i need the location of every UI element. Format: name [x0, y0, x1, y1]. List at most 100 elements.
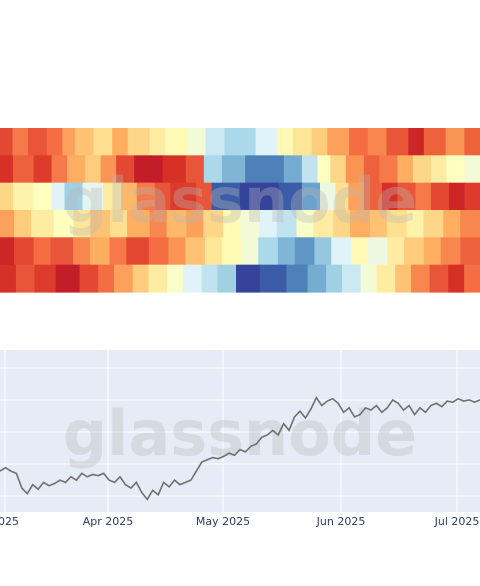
heatmap-cell-r1-c8 — [134, 155, 164, 184]
heatmap-cell-r5-c19 — [360, 264, 378, 293]
heatmap-cell-r1-c14 — [283, 155, 303, 184]
heatmap-cell-r2-c25 — [464, 182, 480, 211]
heatmap-cell-r0-c3 — [46, 128, 63, 156]
heatmap-cell-r3-c16 — [296, 210, 315, 238]
heatmap-cell-r2-c10 — [170, 182, 197, 211]
heatmap-cell-r1-c11 — [203, 155, 223, 184]
heatmap-cell-r3-c9 — [166, 210, 187, 238]
x-tick-label-4: Jul 2025 — [434, 515, 480, 528]
heatmap-cell-r2-c17 — [335, 182, 349, 211]
heatmap-cell-r0-c1 — [12, 128, 29, 156]
heatmap-cell-r5-c22 — [411, 264, 431, 293]
heatmap-cell-r5-c18 — [342, 264, 362, 293]
x-tick-label-0: 2025 — [0, 515, 19, 528]
heatmap-cell-r1-c25 — [464, 155, 480, 184]
heatmap-cell-r4-c22 — [404, 237, 425, 266]
heatmap-cell-r4-c20 — [367, 237, 388, 266]
heatmap-cell-r1-c3 — [51, 155, 68, 184]
heatmap-cell-r5-c5 — [98, 264, 115, 293]
heatmap-cell-r3-c7 — [127, 210, 151, 238]
heatmap-cell-r4-c3 — [50, 237, 74, 266]
heatmap-cell-r5-c16 — [307, 264, 327, 293]
heatmap-cell-r0-c11 — [187, 128, 207, 156]
heatmap-cell-r2-c14 — [278, 182, 303, 211]
heatmap-cell-r3-c2 — [31, 210, 55, 238]
heatmap-cell-r1-c1 — [12, 155, 35, 184]
heatmap-cell-r0-c13 — [224, 128, 257, 156]
heatmap-cell-r0-c19 — [349, 128, 369, 156]
heatmap-cell-r4-c14 — [258, 237, 279, 266]
heatmap-cell-r5-c25 — [464, 264, 480, 293]
heatmap-cell-r5-c21 — [395, 264, 412, 293]
heatmap-cell-r4-c10 — [185, 237, 206, 266]
heatmap-cell-r3-c23 — [423, 210, 444, 238]
heatmap-cell-r5-c20 — [376, 264, 396, 293]
gridlines — [0, 350, 480, 512]
heatmap-cell-r1-c4 — [67, 155, 86, 184]
heatmap-cell-r3-c14 — [259, 210, 278, 238]
heatmap-cell-r1-c22 — [412, 155, 432, 184]
x-tick-label-3: Jun 2025 — [316, 515, 366, 528]
heatmap-cell-r2-c4 — [64, 182, 84, 211]
heatmap-cell-r3-c21 — [386, 210, 408, 238]
heatmap-cell-r5-c0 — [0, 264, 17, 293]
heatmap-cell-r5-c8 — [148, 264, 168, 293]
heatmap-cell-r3-c15 — [276, 210, 298, 238]
heatmap-cell-r3-c25 — [460, 210, 480, 238]
heatmap-cell-r1-c17 — [330, 155, 347, 184]
heatmap-cell-r2-c21 — [397, 182, 417, 211]
heatmap-cell-r5-c17 — [326, 264, 343, 293]
heatmap-cell-r1-c20 — [379, 155, 399, 184]
heatmap-cell-r3-c10 — [186, 210, 204, 238]
heatmap-cell-r4-c17 — [314, 237, 332, 266]
heatmap-cell-r5-c12 — [217, 264, 237, 293]
heatmap-cell-r0-c0 — [0, 128, 14, 156]
heatmap-cell-r3-c1 — [14, 210, 32, 238]
x-axis-ticks: 2025 Apr 2025 May 2025 Jun 2025 Jul 2025 — [0, 515, 479, 528]
heatmap-cell-r3-c6 — [110, 210, 128, 238]
heatmap-cell-r5-c3 — [55, 264, 81, 293]
heatmap-cell-r0-c21 — [386, 128, 409, 156]
heatmap-cell-r3-c17 — [313, 210, 334, 238]
heatmap-cell-r3-c22 — [406, 210, 425, 238]
heatmap-cell-r3-c12 — [223, 210, 241, 238]
heatmap-cell-r2-c18 — [348, 182, 365, 211]
heatmap-cell-r3-c0 — [0, 210, 15, 238]
heatmap-cell-r3-c20 — [369, 210, 388, 238]
heatmap-cell-r1-c2 — [33, 155, 53, 184]
heatmap-cell-r4-c9 — [168, 237, 186, 266]
heatmap-cell-r4-c18 — [331, 237, 352, 266]
heatmap-cell-r3-c13 — [240, 210, 261, 238]
heatmap-cell-r4-c12 — [221, 237, 242, 266]
heatmap-cell-r2-c16 — [320, 182, 337, 211]
heatmap-cell-r0-c16 — [292, 128, 313, 156]
heatmap-cell-r1-c9 — [162, 155, 187, 184]
heatmap-cell-r4-c16 — [294, 237, 315, 266]
heatmap-cell-r0-c4 — [62, 128, 76, 156]
heatmap-cell-r2-c15 — [301, 182, 321, 211]
heatmap-cell-r0-c5 — [74, 128, 95, 156]
heatmap-cell-r5-c11 — [201, 264, 219, 293]
heatmap-cell-r2-c1 — [12, 182, 35, 211]
heatmap-cell-r5-c1 — [15, 264, 36, 293]
heatmap-cell-r2-c11 — [196, 182, 213, 211]
heatmap-cell-r0-c6 — [93, 128, 113, 156]
heatmap-cell-r2-c9 — [154, 182, 171, 211]
heatmap-cell-r2-c20 — [381, 182, 399, 211]
heatmap-cell-r5-c4 — [79, 264, 99, 293]
heatmap-cell-r1-c16 — [317, 155, 331, 184]
heatmap-cell-r2-c2 — [33, 182, 53, 211]
heatmap-cell-r4-c23 — [423, 237, 442, 266]
heatmap-cell-r0-c10 — [165, 128, 188, 156]
heatmap-cell-r4-c1 — [14, 237, 35, 266]
heatmap-cell-r2-c13 — [240, 182, 280, 211]
heatmap-cell-r0-c24 — [445, 128, 466, 156]
heatmap-cell-r2-c24 — [449, 182, 466, 211]
heatmap-cell-r0-c9 — [149, 128, 166, 156]
heatmap-cell-r0-c15 — [277, 128, 294, 156]
heatmap-cell-r2-c23 — [430, 182, 450, 211]
x-tick-label-2: May 2025 — [196, 515, 250, 528]
heatmap-cell-r5-c24 — [448, 264, 465, 293]
heatmap-cell-r1-c23 — [430, 155, 448, 184]
